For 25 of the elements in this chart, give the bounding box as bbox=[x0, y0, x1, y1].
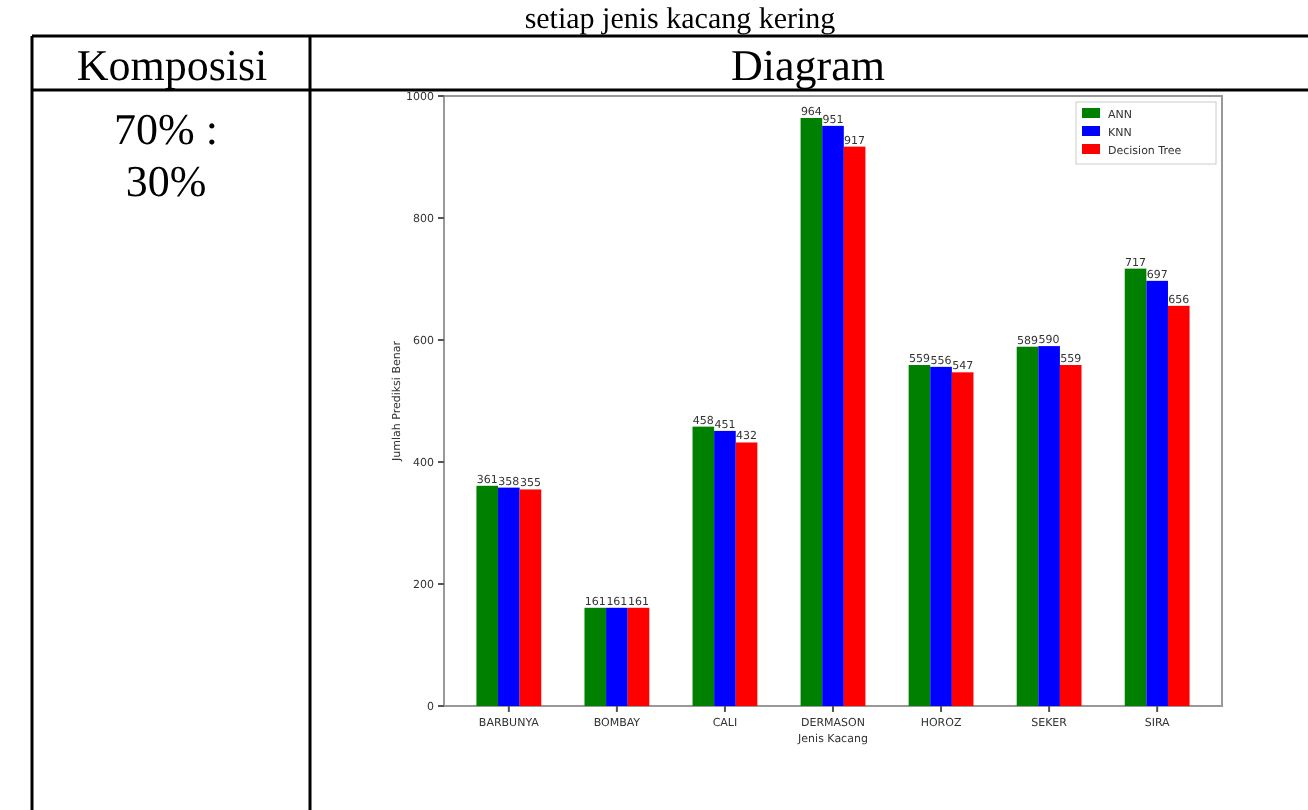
bar bbox=[606, 607, 628, 706]
bar bbox=[1167, 305, 1190, 706]
text: Komposisi bbox=[76, 40, 268, 90]
bar bbox=[476, 485, 499, 706]
bar bbox=[735, 442, 758, 706]
bar bbox=[584, 607, 607, 706]
text: setiap jenis kacang kering bbox=[524, 4, 837, 36]
text: Diagram bbox=[731, 40, 885, 90]
bar bbox=[498, 487, 520, 706]
bar bbox=[1038, 346, 1060, 706]
bar bbox=[714, 430, 736, 706]
bar bbox=[1059, 365, 1082, 706]
bar bbox=[692, 426, 715, 706]
bar bbox=[1016, 346, 1039, 706]
bar bbox=[519, 489, 542, 706]
bar bbox=[627, 607, 650, 706]
bar bbox=[951, 372, 974, 706]
text: 70% : 30% bbox=[114, 104, 218, 206]
bar bbox=[800, 117, 823, 706]
bar bbox=[1124, 268, 1147, 706]
bar bbox=[908, 365, 931, 706]
bar bbox=[930, 366, 952, 706]
bar bbox=[1146, 280, 1168, 706]
bar bbox=[843, 146, 866, 706]
bar bbox=[822, 125, 844, 706]
